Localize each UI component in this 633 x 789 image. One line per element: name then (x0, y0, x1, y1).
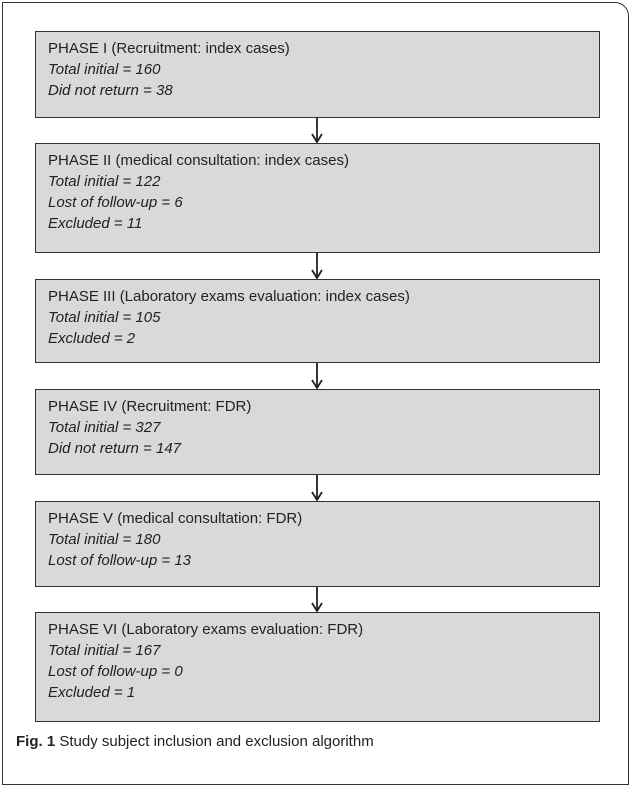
phase-box: PHASE VI (Laboratory exams evaluation: F… (35, 612, 600, 722)
phase-title: PHASE II (medical consultation: index ca… (48, 152, 349, 169)
phase-line: Total initial = 105 (48, 309, 161, 326)
phase-line: Total initial = 180 (48, 531, 161, 548)
phase-title: PHASE III (Laboratory exams evaluation: … (48, 288, 410, 305)
phase-line: Excluded = 11 (48, 215, 143, 232)
phase-line: Total initial = 122 (48, 173, 161, 190)
phase-title: PHASE VI (Laboratory exams evaluation: F… (48, 621, 364, 638)
arrow (311, 379, 323, 390)
phase-box: PHASE I (Recruitment: index cases) Total … (35, 31, 600, 118)
caption: Fig. 1 Study subject inclusion and exclu… (16, 733, 374, 750)
phase-line: Excluded = 2 (48, 330, 136, 347)
phase-line: Lost of follow-up = 13 (48, 552, 192, 569)
phase-title: PHASE V (medical consultation: FDR) (48, 510, 303, 527)
caption-text: Study subject inclusion and exclusion al… (59, 733, 374, 750)
arrow (311, 133, 323, 144)
phase-line: Total initial = 327 (48, 419, 161, 436)
phase-line: Total initial = 167 (48, 642, 161, 659)
caption-label: Fig. 1 (16, 733, 56, 750)
phase-title: PHASE I (Recruitment: index cases) (48, 40, 290, 57)
phase-box: PHASE IV (Recruitment: FDR) Total initial… (35, 389, 600, 475)
phase-line: Lost of follow-up = 0 (48, 663, 183, 680)
phase-line: Excluded = 1 (48, 684, 136, 701)
phase-line: Did not return = 147 (48, 440, 182, 457)
phase-line: Total initial = 160 (48, 61, 161, 78)
phase-title: PHASE IV (Recruitment: FDR) (48, 398, 252, 415)
arrow (311, 269, 323, 280)
arrow (311, 491, 323, 502)
phase-box: PHASE V (medical consultation: FDR) Total… (35, 501, 600, 587)
phase-line: Did not return = 38 (48, 82, 173, 99)
phase-box: PHASE III (Laboratory exams evaluation: … (35, 279, 600, 363)
arrow (311, 602, 323, 613)
phase-box: PHASE II (medical consultation: index ca… (35, 143, 600, 253)
phase-line: Lost of follow-up = 6 (48, 194, 183, 211)
